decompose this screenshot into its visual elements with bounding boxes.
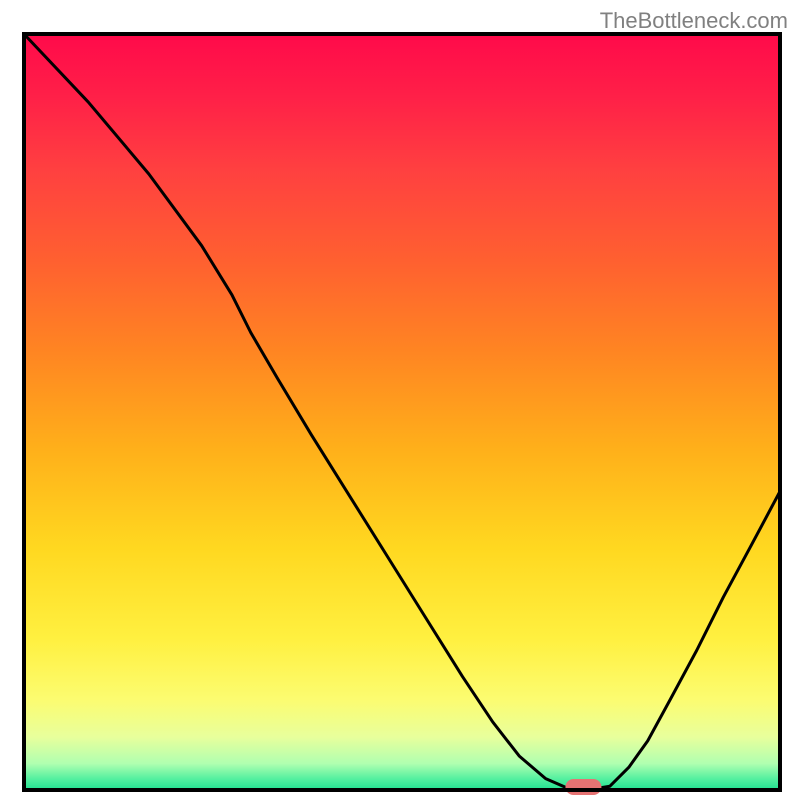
bottleneck-chart xyxy=(0,0,800,800)
watermark-text: TheBottleneck.com xyxy=(600,8,788,34)
chart-container: TheBottleneck.com xyxy=(0,0,800,800)
plot-background xyxy=(24,34,780,790)
optimal-marker xyxy=(565,779,601,795)
